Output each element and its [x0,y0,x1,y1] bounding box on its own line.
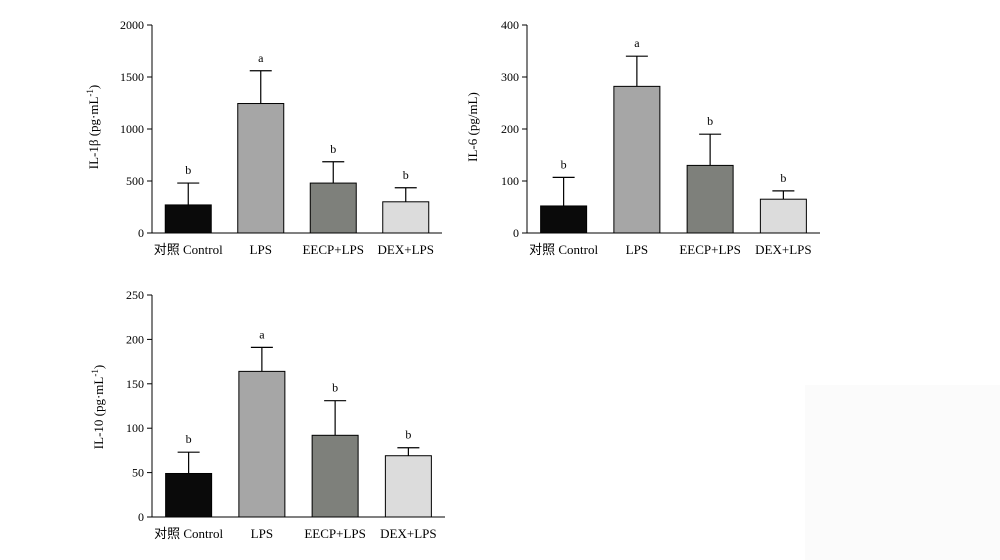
y-axis-label-main: IL-10 (pg·mL [91,377,106,450]
bar [309,182,357,234]
y-axis-label-sup: -1 [90,369,100,377]
y-axis-label-end: ) [86,85,101,89]
y-axis-label: IL-1β (pg·mL-1) [85,85,101,170]
significance-label: a [259,327,265,341]
bar [165,472,213,518]
bar [164,204,212,234]
y-tick-label: 200 [501,122,519,136]
x-tick-label: DEX+LPS [378,242,434,257]
chart-il10: 0 50 100 150 200 250 IL-10 (pg·mL-1) b 对照 Contro… [90,288,445,541]
x-tick-label: 对照 Control [154,526,223,541]
bar [238,370,286,518]
y-axis-label-end: ) [91,365,106,369]
bar [686,164,734,234]
background-panel [805,385,1000,560]
bar [237,103,285,234]
y-axis-label-sup: -1 [85,89,95,97]
bar [311,434,359,518]
y-tick-label: 0 [513,226,519,240]
significance-label: a [258,51,264,65]
x-tick-label: DEX+LPS [755,242,811,257]
y-tick-label: 100 [126,421,144,435]
y-tick-label: 1000 [120,122,144,136]
y-tick-label: 150 [126,377,144,391]
y-tick-label: 300 [501,70,519,84]
y-axis-label: IL-6 (pg/mL) [465,92,480,162]
x-tick-label: EECP+LPS [304,526,366,541]
x-tick-label: LPS [251,526,273,541]
y-tick-label: 200 [126,332,144,346]
x-tick-label: EECP+LPS [302,242,364,257]
bar [540,205,588,234]
significance-label: b [707,114,713,128]
y-tick-label: 0 [138,226,144,240]
y-tick-label: 2000 [120,18,144,32]
bar [382,201,430,234]
bar [613,85,661,234]
chart-il6: 0 100 200 300 400 IL-6 (pg/mL) b 对照 Control a LPS… [465,18,820,257]
y-tick-label: 400 [501,18,519,32]
significance-label: b [405,428,411,442]
y-axis-label: IL-10 (pg·mL-1) [90,365,106,449]
bar [759,198,807,234]
significance-label: a [634,36,640,50]
y-tick-label: 1500 [120,70,144,84]
chart-il1b: 0 500 1000 1500 2000 IL-1β (pg·mL-1) b 对照 Contr… [85,18,442,257]
significance-label: b [403,168,409,182]
x-tick-label: LPS [250,242,272,257]
significance-label: b [332,381,338,395]
y-tick-label: 0 [138,510,144,524]
x-tick-label: EECP+LPS [679,242,741,257]
significance-label: b [561,157,567,171]
y-tick-label: 500 [126,174,144,188]
x-tick-label: 对照 Control [154,242,223,257]
significance-label: b [185,163,191,177]
bar [384,455,432,518]
x-tick-label: DEX+LPS [380,526,436,541]
significance-label: b [186,432,192,446]
x-tick-label: 对照 Control [529,242,598,257]
y-tick-label: 100 [501,174,519,188]
x-tick-label: LPS [626,242,648,257]
significance-label: b [330,142,336,156]
y-tick-label: 250 [126,288,144,302]
significance-label: b [780,171,786,185]
y-tick-label: 50 [132,466,144,480]
y-axis-label-main: IL-1β (pg·mL [86,97,101,170]
